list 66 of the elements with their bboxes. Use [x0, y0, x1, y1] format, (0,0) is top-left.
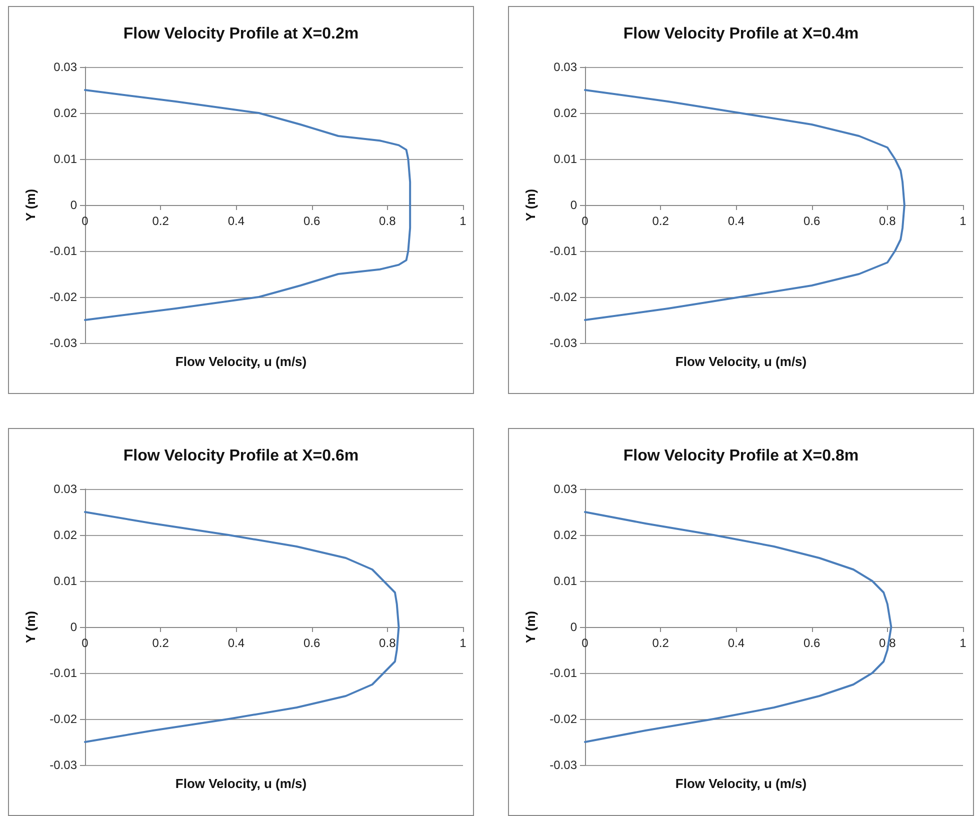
y-tick-label: -0.02: [50, 290, 78, 304]
x-tick-label: 0.2: [652, 214, 670, 228]
y-axis-title: Y (m): [23, 610, 38, 644]
y-tick-label: -0.01: [550, 244, 578, 258]
chart-title: Flow Velocity Profile at X=0.6m: [123, 448, 359, 464]
x-tick-label: 0.6: [303, 214, 320, 228]
x-axis-title: Flow Velocity, u (m/s): [675, 354, 807, 369]
y-tick-label: -0.01: [50, 666, 78, 680]
y-tick-label: 0.03: [54, 482, 78, 496]
y-tick-label: -0.03: [50, 758, 78, 772]
x-tick-label: 1: [460, 214, 467, 228]
y-tick-label: 0: [570, 620, 578, 634]
x-tick-label: 0.6: [303, 636, 320, 650]
y-tick-label: -0.02: [50, 712, 78, 726]
y-tick-label: -0.01: [50, 244, 78, 258]
y-tick-label: 0.02: [54, 528, 78, 542]
x-tick-label: 1: [460, 636, 467, 650]
chart-title: Flow Velocity Profile at X=0.2m: [123, 26, 359, 42]
line-series: [84, 511, 400, 743]
x-tick-label: 0.8: [879, 214, 896, 228]
y-tick-label: -0.03: [550, 336, 578, 350]
x-tick-label: 0.4: [728, 214, 745, 228]
x-tick-label: 0.8: [379, 636, 396, 650]
y-tick-label: 0.01: [554, 152, 578, 166]
x-tick-label: 0.2: [652, 636, 670, 650]
x-tick-label: 0.4: [228, 214, 245, 228]
y-tick-label: 0.03: [54, 60, 78, 74]
y-tick-label: -0.02: [550, 712, 578, 726]
y-tick-label: 0.02: [554, 528, 578, 542]
y-tick-label: 0.02: [54, 106, 78, 120]
x-axis-title: Flow Velocity, u (m/s): [675, 776, 807, 791]
y-tick-label: 0.01: [54, 152, 78, 166]
x-tick-label: 0: [582, 214, 589, 228]
line-series: [84, 89, 412, 321]
x-tick-label: 0: [82, 214, 89, 228]
y-axis-title: Y (m): [23, 188, 38, 222]
x-axis-title: Flow Velocity, u (m/s): [175, 354, 307, 369]
y-axis-title: Y (m): [523, 610, 538, 644]
chart-title: Flow Velocity Profile at X=0.4m: [623, 26, 859, 42]
y-tick-label: -0.02: [550, 290, 578, 304]
y-tick-label: 0.03: [554, 60, 578, 74]
x-tick-label: 0.2: [152, 636, 170, 650]
x-tick-label: 1: [960, 214, 967, 228]
y-tick-label: 0: [570, 198, 578, 212]
y-tick-label: 0.02: [554, 106, 578, 120]
x-tick-label: 0.8: [379, 214, 396, 228]
y-tick-label: 0: [70, 620, 78, 634]
x-tick-label: 0: [582, 636, 589, 650]
y-tick-label: 0: [70, 198, 78, 212]
x-tick-label: 0: [82, 636, 89, 650]
y-tick-label: 0.01: [554, 574, 578, 588]
x-axis-title: Flow Velocity, u (m/s): [175, 776, 307, 791]
y-tick-label: -0.01: [550, 666, 578, 680]
x-tick-label: 0.2: [152, 214, 170, 228]
y-axis-title: Y (m): [523, 188, 538, 222]
x-tick-label: 0.6: [803, 636, 820, 650]
y-tick-label: 0.03: [554, 482, 578, 496]
chart-title: Flow Velocity Profile at X=0.8m: [623, 448, 859, 464]
y-tick-label: 0.01: [54, 574, 78, 588]
x-tick-label: 0.4: [728, 636, 745, 650]
x-tick-label: 0.4: [228, 636, 245, 650]
y-tick-label: -0.03: [50, 336, 78, 350]
x-tick-label: 1: [960, 636, 967, 650]
x-tick-label: 0.6: [803, 214, 820, 228]
y-tick-label: -0.03: [550, 758, 578, 772]
line-series: [584, 89, 906, 321]
